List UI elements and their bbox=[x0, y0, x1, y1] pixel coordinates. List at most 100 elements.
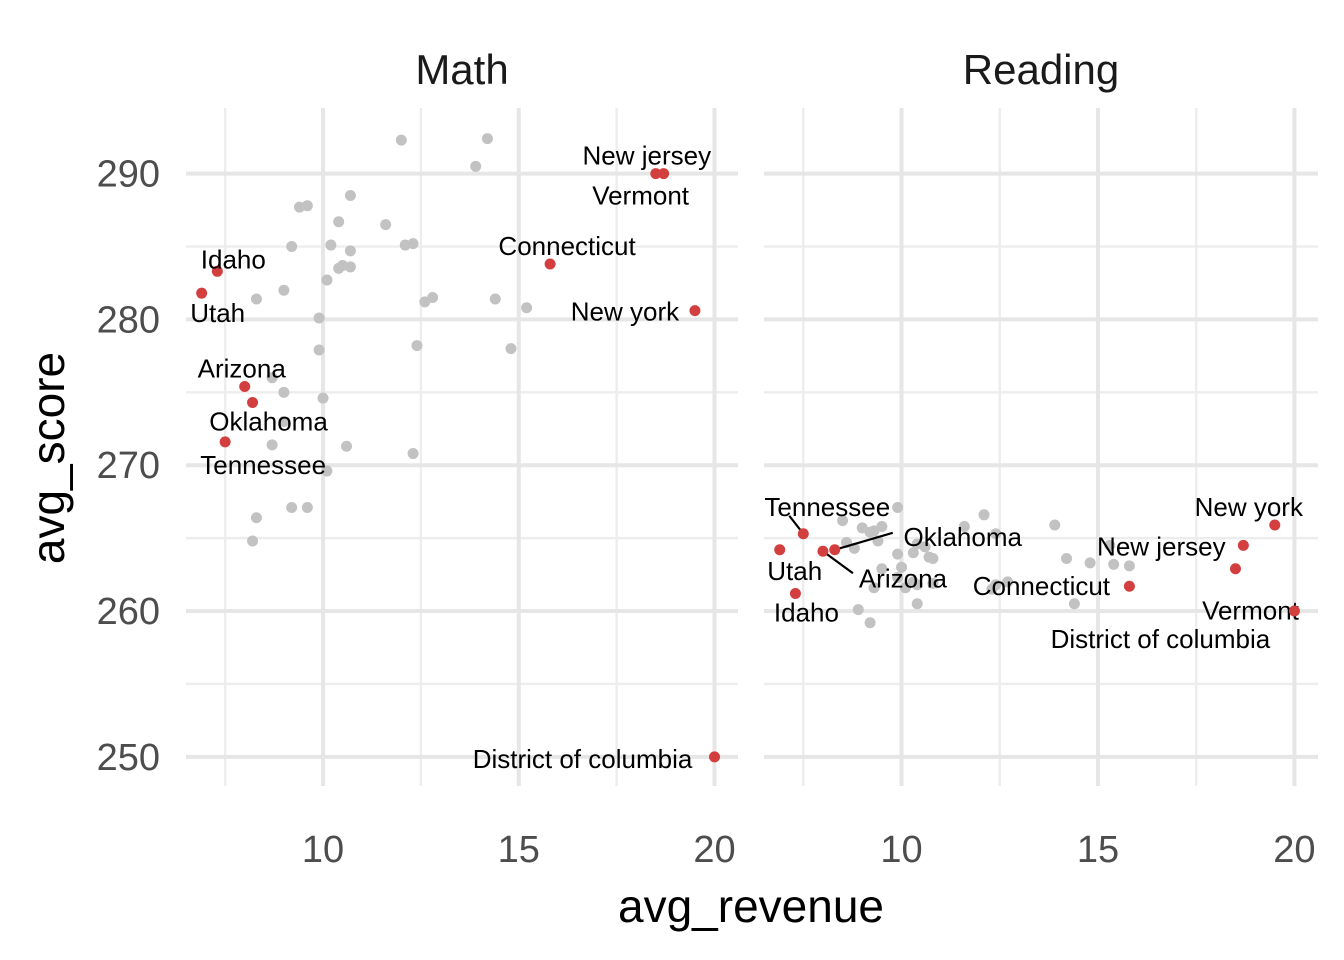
data-point-other bbox=[301, 502, 313, 514]
data-point-other bbox=[333, 262, 345, 274]
state-data-label: Oklahoma bbox=[903, 522, 1022, 552]
state-data-label: District of columbia bbox=[1051, 624, 1271, 654]
data-point-highlighted bbox=[789, 588, 801, 600]
x-tick-label: 15 bbox=[498, 829, 540, 871]
data-point-other bbox=[1068, 598, 1080, 610]
data-point-highlighted bbox=[196, 287, 208, 299]
state-data-label: Idaho bbox=[774, 598, 839, 628]
data-point-other bbox=[1123, 560, 1135, 572]
data-point-other bbox=[864, 617, 876, 629]
data-point-other bbox=[278, 284, 290, 296]
data-point-other bbox=[927, 577, 939, 589]
x-tick-label: 20 bbox=[1273, 829, 1315, 871]
data-point-other bbox=[892, 548, 904, 560]
data-point-other bbox=[899, 582, 911, 594]
data-point-other bbox=[990, 528, 1002, 540]
state-data-label: Connecticut bbox=[498, 231, 636, 261]
state-data-label: New york bbox=[571, 297, 680, 327]
data-point-other bbox=[876, 520, 888, 532]
data-point-other bbox=[896, 561, 908, 573]
y-tick-label: 250 bbox=[97, 737, 160, 779]
label-leader-line bbox=[822, 550, 854, 575]
facet-strip-label: Math bbox=[415, 46, 508, 93]
state-data-label: Vermont bbox=[592, 181, 690, 211]
state-data-label: Connecticut bbox=[973, 571, 1111, 601]
data-point-highlighted bbox=[211, 265, 223, 277]
data-point-highlighted bbox=[239, 380, 251, 392]
data-point-other bbox=[321, 465, 333, 477]
data-point-other bbox=[266, 372, 278, 384]
state-data-label: Arizona bbox=[198, 353, 287, 383]
state-data-label: Utah bbox=[767, 556, 822, 586]
data-point-other bbox=[1108, 558, 1120, 570]
data-point-other bbox=[505, 343, 517, 355]
data-point-highlighted bbox=[544, 258, 556, 270]
data-point-other bbox=[892, 571, 904, 583]
data-point-highlighted bbox=[247, 397, 259, 409]
state-data-label: Utah bbox=[190, 298, 245, 328]
data-point-other bbox=[278, 386, 290, 398]
data-point-highlighted bbox=[709, 751, 721, 763]
state-data-label: Idaho bbox=[201, 244, 266, 274]
label-leader-line bbox=[834, 531, 894, 551]
state-data-label: New jersey bbox=[582, 141, 711, 171]
data-point-other bbox=[301, 200, 313, 212]
data-point-other bbox=[481, 133, 493, 145]
state-data-label: Tennessee bbox=[764, 492, 890, 522]
data-point-other bbox=[344, 261, 356, 273]
data-point-highlighted bbox=[817, 545, 829, 557]
data-point-other bbox=[919, 541, 931, 553]
data-point-other bbox=[911, 598, 923, 610]
y-tick-label: 270 bbox=[97, 445, 160, 487]
x-tick-label: 10 bbox=[302, 829, 344, 871]
data-point-other bbox=[250, 512, 262, 524]
data-point-other bbox=[278, 415, 290, 427]
data-point-other bbox=[852, 604, 864, 616]
data-point-highlighted bbox=[1237, 539, 1249, 551]
data-point-highlighted bbox=[1229, 563, 1241, 575]
y-tick-label: 260 bbox=[97, 591, 160, 633]
data-point-other bbox=[250, 293, 262, 305]
data-point-highlighted bbox=[774, 544, 786, 556]
data-point-other bbox=[411, 340, 423, 352]
data-point-other bbox=[864, 526, 876, 538]
data-point-other bbox=[380, 219, 392, 231]
data-point-highlighted bbox=[658, 168, 670, 180]
data-point-other bbox=[892, 502, 904, 514]
data-point-other bbox=[470, 160, 482, 172]
data-point-other bbox=[266, 439, 278, 451]
data-point-other bbox=[407, 238, 419, 250]
data-point-other bbox=[489, 293, 501, 305]
data-point-other bbox=[837, 515, 849, 527]
data-point-other bbox=[911, 579, 923, 591]
x-tick-label: 15 bbox=[1077, 829, 1119, 871]
data-point-other bbox=[321, 274, 333, 286]
data-point-highlighted bbox=[1288, 605, 1300, 617]
panel-reading: Reading 10 15 20 New york New jersey Vermont Co… bbox=[764, 46, 1318, 871]
state-data-label: Arizona bbox=[859, 563, 948, 593]
data-point-other bbox=[325, 239, 337, 251]
data-point-other bbox=[395, 134, 407, 146]
data-point-other bbox=[986, 583, 998, 595]
data-point-highlighted bbox=[829, 544, 841, 556]
data-point-other bbox=[923, 551, 935, 563]
state-data-label: Vermont bbox=[1202, 596, 1300, 626]
data-point-highlighted bbox=[689, 305, 701, 317]
x-tick-label: 20 bbox=[693, 829, 735, 871]
data-point-highlighted bbox=[219, 436, 231, 448]
state-data-label: District of columbia bbox=[473, 744, 693, 774]
state-data-label: Tennessee bbox=[200, 450, 326, 480]
data-point-other bbox=[317, 392, 329, 404]
data-point-other bbox=[407, 448, 419, 460]
data-point-other bbox=[876, 563, 888, 575]
data-point-other bbox=[907, 547, 919, 559]
y-tick-label: 280 bbox=[97, 299, 160, 341]
data-point-other bbox=[247, 535, 259, 547]
data-point-other bbox=[521, 302, 533, 314]
facet-strip-label: Reading bbox=[963, 46, 1119, 93]
data-point-other bbox=[1061, 553, 1073, 565]
state-data-label: New york bbox=[1195, 492, 1304, 522]
data-point-other bbox=[958, 520, 970, 532]
data-point-other bbox=[427, 292, 439, 304]
